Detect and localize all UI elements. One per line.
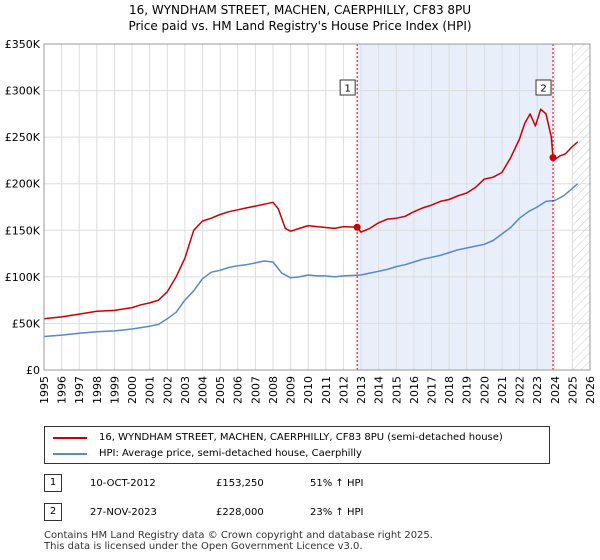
transaction-row: 2 27-NOV-2023 £228,000 23% ↑ HPI xyxy=(44,503,564,523)
legend-label-property: 16, WYNDHAM STREET, MACHEN, CAERPHILLY, … xyxy=(99,432,503,443)
x-tick-label: 2006 xyxy=(232,376,245,404)
x-tick-label: 2022 xyxy=(514,376,527,404)
x-tick-label: 2025 xyxy=(566,376,579,404)
sale-label-box xyxy=(339,79,356,96)
transaction-price: £153,250 xyxy=(216,478,264,489)
x-tick-label: 1997 xyxy=(73,376,86,404)
x-tick-label: 2016 xyxy=(408,376,421,404)
x-tick-label: 1998 xyxy=(91,376,104,404)
y-tick-label: £50K xyxy=(12,317,41,330)
legend-label-hpi: HPI: Average price, semi-detached house,… xyxy=(99,448,362,459)
x-tick-label: 2001 xyxy=(144,376,157,404)
transaction-date: 27-NOV-2023 xyxy=(90,507,157,518)
legend: 16, WYNDHAM STREET, MACHEN, CAERPHILLY, … xyxy=(44,426,550,464)
sale-label: 1 xyxy=(344,84,350,95)
x-tick-label: 1995 xyxy=(38,376,51,404)
x-tick-label: 2012 xyxy=(337,376,350,404)
y-tick-label: £100K xyxy=(5,271,41,284)
forecast-hatch xyxy=(572,44,590,370)
transaction-hpi-change: 23% ↑ HPI xyxy=(310,507,364,518)
y-tick-label: £200K xyxy=(5,178,41,191)
ownership-shade xyxy=(357,44,554,370)
legend-swatch-hpi xyxy=(53,453,87,455)
transaction-price: £228,000 xyxy=(216,507,264,518)
footer: Contains HM Land Registry data © Crown c… xyxy=(44,530,433,552)
y-tick-label: £350K xyxy=(5,38,41,51)
title-line-1: 16, WYNDHAM STREET, MACHEN, CAERPHILLY, … xyxy=(128,3,472,17)
x-tick-label: 2003 xyxy=(179,376,192,404)
title-line-2: Price paid vs. HM Land Registry's House … xyxy=(128,19,472,33)
legend-swatch-property xyxy=(53,437,87,439)
x-tick-label: 2005 xyxy=(214,376,227,404)
x-tick-label: 2019 xyxy=(461,376,474,404)
x-tick-label: 2002 xyxy=(161,376,174,404)
sale-point xyxy=(549,154,557,162)
y-tick-label: £300K xyxy=(5,85,41,98)
y-tick-label: £250K xyxy=(5,131,41,144)
x-tick-label: 2023 xyxy=(531,376,544,404)
y-tick-label: £150K xyxy=(5,224,41,237)
plot-frame xyxy=(43,43,591,371)
x-tick-label: 2007 xyxy=(249,376,262,404)
y-tick-label: £0 xyxy=(26,364,40,377)
x-tick-label: 2010 xyxy=(302,376,315,404)
x-tick-label: 1999 xyxy=(108,376,121,404)
x-tick-label: 2017 xyxy=(425,376,438,404)
x-tick-label: 2008 xyxy=(267,376,280,404)
hpi-line xyxy=(43,183,579,338)
x-tick-label: 2013 xyxy=(355,376,368,404)
footer-line-1: Contains HM Land Registry data © Crown c… xyxy=(44,530,433,541)
price-chart: 1 2 £0 £50K £100K £150K £200K £250K £300K £350K 1… xyxy=(5,38,597,404)
transaction-row: 1 10-OCT-2012 £153,250 51% ↑ HPI xyxy=(44,474,564,494)
sale-label-box xyxy=(535,79,552,96)
x-tick-label: 1996 xyxy=(56,376,69,404)
transaction-number: 2 xyxy=(44,503,62,521)
x-tick-label: 2021 xyxy=(496,376,509,404)
x-tick-label: 2014 xyxy=(373,376,386,404)
x-tick-label: 2026 xyxy=(584,376,597,404)
x-tick-label: 2004 xyxy=(197,376,210,404)
x-tick-label: 2015 xyxy=(390,376,403,404)
x-tick-label: 2000 xyxy=(126,376,139,404)
x-tick-label: 2009 xyxy=(285,376,298,404)
x-tick-label: 2018 xyxy=(443,376,456,404)
x-tick-label: 2024 xyxy=(549,376,562,404)
transaction-number: 1 xyxy=(44,474,62,492)
footer-line-2: This data is licensed under the Open Gov… xyxy=(44,541,363,552)
sale-point xyxy=(353,223,361,231)
x-tick-label: 2020 xyxy=(478,376,491,404)
x-tick-label: 2011 xyxy=(320,376,333,404)
sale-label: 2 xyxy=(540,84,546,95)
transaction-date: 10-OCT-2012 xyxy=(90,478,156,489)
chart-title: 16, WYNDHAM STREET, MACHEN, CAERPHILLY, … xyxy=(0,2,600,34)
transaction-hpi-change: 51% ↑ HPI xyxy=(310,478,364,489)
